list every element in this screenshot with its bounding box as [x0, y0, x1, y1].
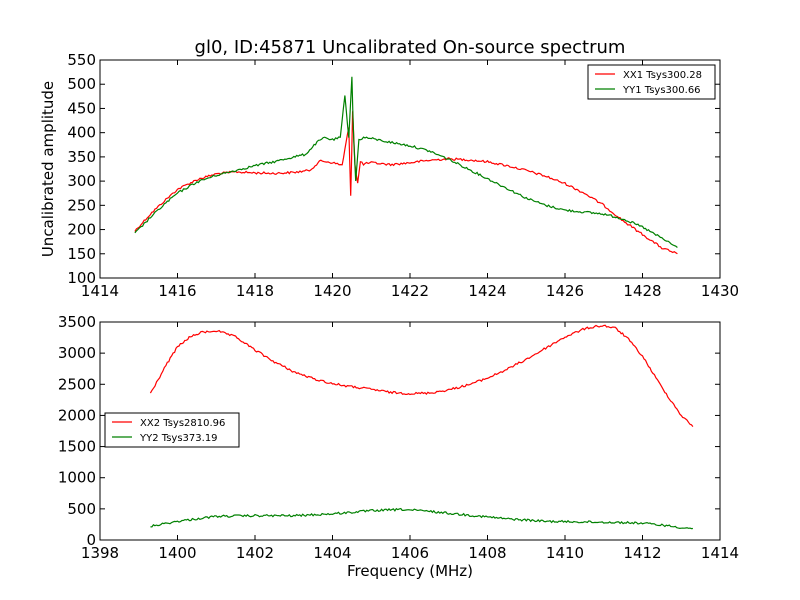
x-axis-label: Frequency (MHz) [347, 562, 473, 580]
x-tick-label: 1422 [391, 282, 429, 300]
y-tick-label: 550 [67, 51, 96, 69]
y-tick-label: 2500 [58, 375, 96, 393]
x-tick-label: 1424 [468, 282, 506, 300]
y-tick-label: 300 [67, 172, 96, 190]
legend: XX1 Tsys300.28 YY1 Tsys300.66 [587, 64, 716, 100]
legend: XX2 Tsys2810.96 YY2 Tsys373.19 [104, 412, 240, 448]
y-tick-label: 3500 [58, 313, 96, 331]
legend-label: XX2 Tsys2810.96 [140, 418, 225, 429]
x-tick-label: 1406 [391, 544, 429, 562]
legend-box [104, 412, 240, 448]
y-tick-label: 500 [67, 500, 96, 518]
legend-label: XX1 Tsys300.28 [623, 70, 702, 81]
y-tick-label: 1000 [58, 469, 96, 487]
x-tick-label: 1430 [701, 282, 739, 300]
x-tick-label: 1416 [158, 282, 196, 300]
top-spectrum-plot: 1414 1416 1418 1420 1422 1424 1426 1428 1430 100 1… [67, 51, 739, 300]
y-tick-label: 0 [86, 531, 96, 549]
x-tick-label: 1410 [546, 544, 584, 562]
y-tick-label: 350 [67, 148, 96, 166]
y-tick-label: 150 [67, 245, 96, 263]
y-tick-label: 3000 [58, 344, 96, 362]
x-tick-label: 1408 [468, 544, 506, 562]
x-tick-label: 1418 [236, 282, 274, 300]
x-tick-label: 1400 [158, 544, 196, 562]
series-line-xx [149, 324, 694, 427]
x-tick-label: 1426 [546, 282, 584, 300]
x-tick-label: 1414 [81, 282, 119, 300]
chart-title: gl0, ID:45871 Uncalibrated On-source spe… [195, 37, 626, 58]
x-tick-label: 1412 [623, 544, 661, 562]
y-tick-label: 2000 [58, 406, 96, 424]
x-tick-label: 1428 [623, 282, 661, 300]
y-tick-label: 100 [67, 269, 96, 287]
y-tick-label: 250 [67, 196, 96, 214]
y-tick-label: 1500 [58, 438, 96, 456]
y-tick-label: 200 [67, 221, 96, 239]
x-tick-label: 1398 [81, 544, 119, 562]
series-line-yy [150, 507, 693, 530]
x-tick-label: 1402 [236, 544, 274, 562]
x-tick-label: 1420 [313, 282, 351, 300]
legend-box [587, 64, 716, 100]
legend-label: YY2 Tsys373.19 [139, 433, 218, 444]
x-tick-label: 1414 [701, 544, 739, 562]
bottom-spectrum-plot: 1398 1400 1402 1404 1406 1408 1410 1412 1414 0 500… [58, 313, 739, 562]
y-tick-label: 400 [67, 124, 96, 142]
y-tick-label: 500 [67, 75, 96, 93]
x-tick-label: 1404 [313, 544, 351, 562]
series-line-yy [134, 76, 678, 248]
y-tick-label: 450 [67, 99, 96, 117]
y-axis-label: Uncalibrated amplitude [39, 81, 57, 257]
legend-label: YY1 Tsys300.66 [622, 85, 701, 96]
